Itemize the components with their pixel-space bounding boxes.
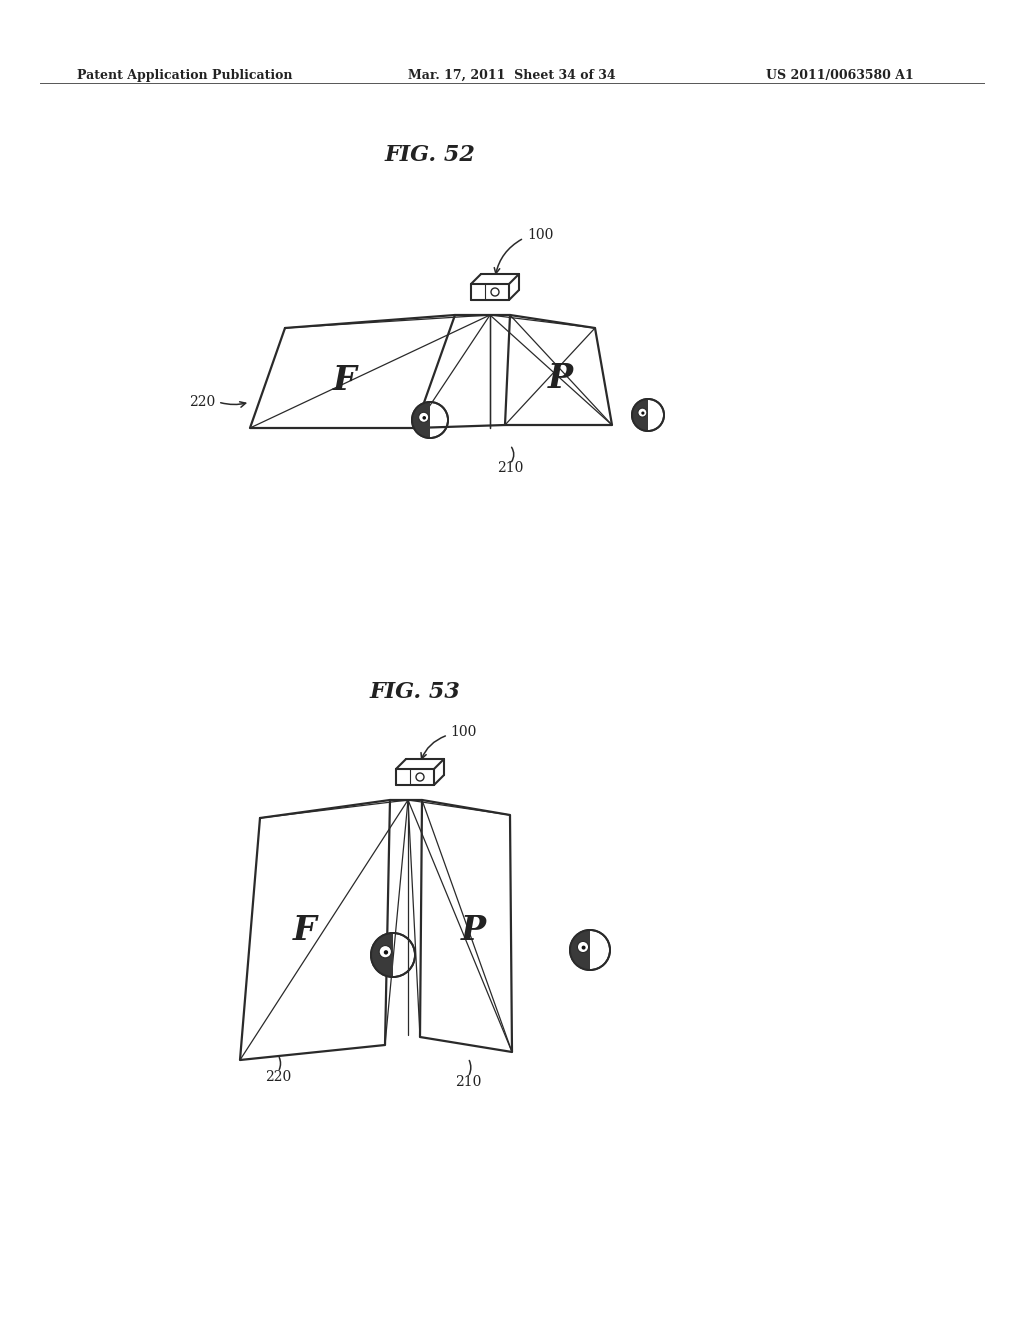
Circle shape <box>578 941 589 953</box>
Text: F: F <box>333 363 357 396</box>
Text: 220: 220 <box>265 1071 291 1084</box>
Text: P: P <box>548 362 572 395</box>
Circle shape <box>419 412 429 422</box>
Text: 210: 210 <box>497 461 523 475</box>
Circle shape <box>582 945 586 949</box>
Circle shape <box>379 945 391 958</box>
Circle shape <box>423 416 426 420</box>
Circle shape <box>641 412 644 414</box>
Text: FIG. 53: FIG. 53 <box>370 681 461 704</box>
Wedge shape <box>633 400 648 430</box>
Wedge shape <box>570 931 590 969</box>
Text: Mar. 17, 2011  Sheet 34 of 34: Mar. 17, 2011 Sheet 34 of 34 <box>409 69 615 82</box>
Text: US 2011/0063580 A1: US 2011/0063580 A1 <box>766 69 913 82</box>
Text: 100: 100 <box>527 228 553 242</box>
Text: 100: 100 <box>450 725 476 739</box>
Circle shape <box>384 950 388 954</box>
Circle shape <box>638 408 647 417</box>
Text: Patent Application Publication: Patent Application Publication <box>77 69 293 82</box>
Text: P: P <box>461 913 485 946</box>
Wedge shape <box>372 933 393 977</box>
Text: 210: 210 <box>455 1074 481 1089</box>
Text: 220: 220 <box>188 395 215 409</box>
Text: FIG. 52: FIG. 52 <box>385 144 475 166</box>
Wedge shape <box>413 403 430 437</box>
Text: F: F <box>293 913 316 946</box>
